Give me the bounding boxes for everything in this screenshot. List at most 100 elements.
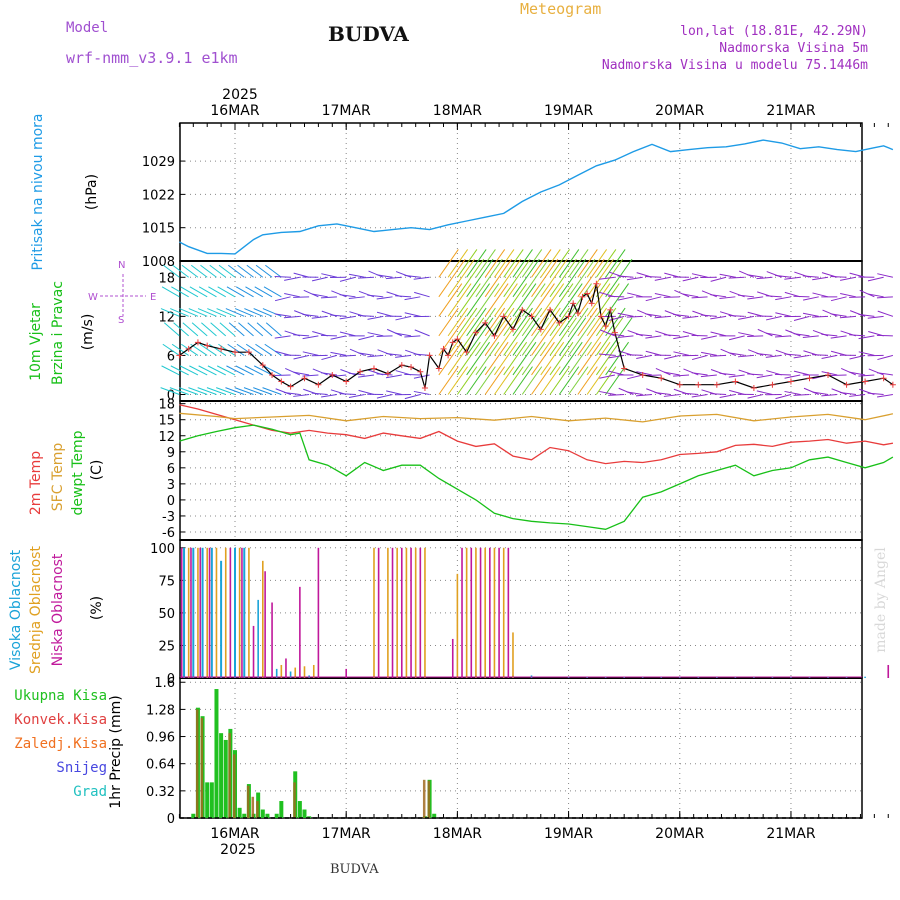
wind-barb [264, 343, 282, 356]
wind-barb [244, 308, 263, 317]
y-tick-label: 18 [158, 398, 175, 413]
wind-barb [549, 283, 574, 317]
wind-barb [169, 387, 189, 395]
wind-speed-marker [584, 290, 591, 297]
wind-barb [447, 366, 469, 395]
wind-barb [701, 351, 717, 356]
precip-legend-item: Grad [73, 784, 107, 800]
wind-speed-marker [204, 342, 211, 349]
wind-barb [311, 315, 328, 319]
wind-speed-marker [639, 371, 646, 378]
wind-barb [568, 341, 592, 376]
wind-barb [219, 322, 236, 337]
wind-barb [549, 249, 570, 278]
wind-barb [710, 393, 727, 395]
wind-barb [161, 365, 180, 376]
wind-speed-marker [806, 375, 813, 382]
wind-barb [227, 264, 245, 278]
wind-barb [849, 334, 866, 337]
wind-barb [293, 296, 310, 298]
y-tick-label: 1.28 [146, 703, 175, 718]
wind-barb [172, 264, 189, 278]
wind-barb [793, 370, 810, 376]
precip-total-bar [265, 813, 270, 818]
wind-barb [484, 366, 506, 395]
wind-barb [646, 388, 662, 395]
wind-barb [831, 388, 847, 395]
wind-barb [521, 317, 550, 356]
wind-barb [198, 365, 217, 376]
wind-barb [568, 258, 596, 298]
cloud-unit: (%) [89, 596, 105, 620]
wind-barb [636, 371, 653, 376]
wind-barb [821, 333, 838, 337]
wind-barb [549, 317, 577, 356]
wind-speed-marker [556, 319, 563, 326]
altitude-info: Nadmorska Visina 5m [719, 41, 868, 56]
wind-barb [793, 354, 810, 359]
precip-conv-bar [427, 780, 431, 818]
wind-barb [710, 331, 727, 337]
wind-barb [217, 286, 236, 298]
wind-barb [376, 394, 393, 399]
top-day-label: 19MAR [544, 103, 593, 119]
wind-barb [747, 394, 764, 399]
wind-barb [358, 352, 375, 356]
wind-barb [404, 296, 421, 301]
wind-speed-marker [185, 345, 192, 352]
wind-speed-marker [574, 310, 581, 317]
wind-barb [802, 335, 819, 339]
wind-speed-marker [440, 345, 447, 352]
cloud-mid-bar [224, 547, 227, 678]
wind-barb [867, 392, 884, 395]
wind-barb [595, 249, 617, 278]
wind-barb [245, 286, 264, 298]
bottom-day-label: 17MAR [322, 826, 371, 842]
wind-barb [867, 276, 884, 282]
wind-barb [765, 354, 782, 358]
wind-barb [830, 275, 847, 278]
compass-north-label: N [118, 260, 125, 271]
wind-barb [521, 258, 550, 298]
cloud-low-bar [345, 668, 347, 678]
wind-barb [775, 394, 792, 400]
wind-barb [663, 296, 680, 298]
wind-barb [839, 315, 856, 319]
wind-barb [466, 317, 494, 356]
model-label: Model [66, 20, 109, 36]
temp-unit: (C) [89, 460, 105, 481]
wind-barb [803, 296, 819, 301]
top-day-label: 16MAR [210, 103, 259, 119]
wind-barb [673, 351, 690, 356]
precip-total-bar [209, 782, 214, 818]
wind-barb [404, 312, 421, 317]
wind-barb [568, 249, 589, 278]
cloud-low-bar [190, 547, 192, 678]
cloud-high-bar [201, 547, 204, 678]
wind-barb [404, 274, 421, 278]
wind-barb [284, 276, 300, 281]
cloud-high-bar [257, 599, 259, 678]
wind-barb [737, 294, 754, 298]
wind-barb [181, 343, 199, 356]
wind-barb [262, 308, 282, 317]
wind-speed-marker [598, 313, 605, 320]
wind-barb [867, 293, 884, 298]
wind-barb [447, 341, 472, 376]
wind-barb [243, 387, 263, 395]
precip-total-bar [307, 816, 312, 818]
cloud-mid-bar [502, 547, 505, 678]
wind-barb [586, 307, 608, 337]
cloud-low-bar [479, 547, 482, 678]
wind-barb [228, 322, 245, 337]
wind-barb [531, 366, 552, 395]
wind-barb [877, 393, 893, 398]
wind-speed-marker [593, 280, 600, 287]
wind-barb [577, 307, 598, 337]
cloud-low-bar [180, 547, 183, 678]
wind-barb [385, 276, 402, 280]
precip-conv-bar [228, 733, 231, 818]
wind-barb [475, 283, 500, 317]
wind-barb [803, 387, 819, 395]
cloud-high-bar [289, 671, 292, 678]
